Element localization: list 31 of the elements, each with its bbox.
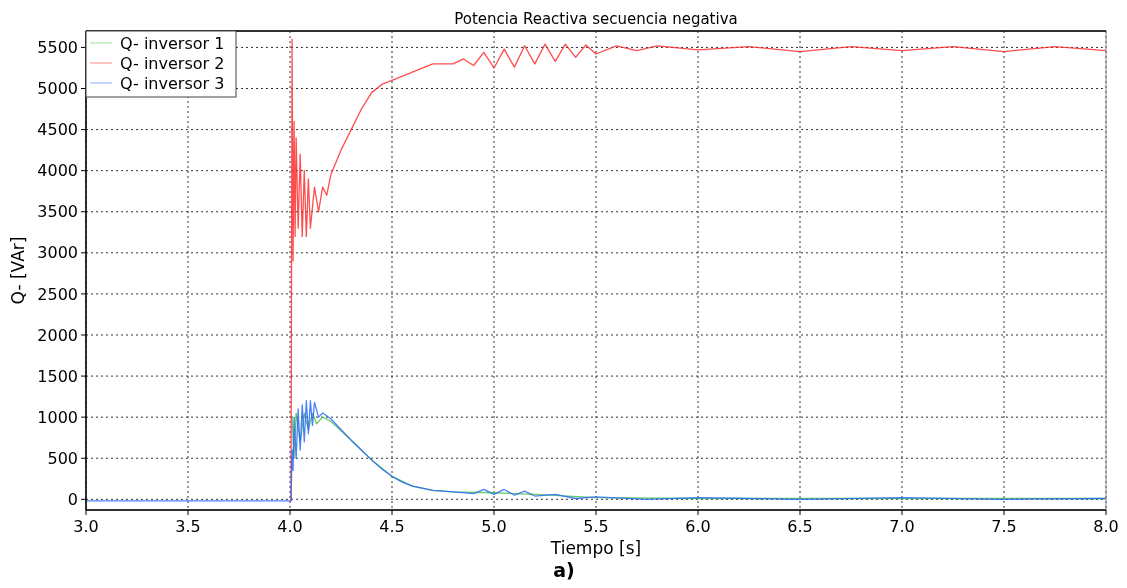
x-axis-title: Tiempo [s] — [549, 538, 642, 558]
x-tick-label: 8.0 — [1093, 517, 1119, 536]
y-tick-label: 0 — [67, 489, 78, 509]
x-tick-label: 5.0 — [481, 517, 507, 536]
x-tick-label: 4.0 — [277, 517, 303, 536]
x-tick-label: 3.0 — [73, 517, 99, 536]
y-tick-label: 500 — [47, 448, 78, 468]
x-tick-label: 6.0 — [685, 517, 711, 536]
y-tick-label: 4000 — [37, 161, 78, 181]
line-series — [85, 400, 1107, 502]
y-tick-label: 5500 — [37, 38, 78, 58]
legend-label: Q- inversor 1 — [120, 33, 225, 53]
y-tick-label: 5000 — [37, 79, 78, 99]
x-tick-label: 7.0 — [889, 517, 915, 536]
y-tick-label: 2500 — [37, 284, 78, 304]
y-tick-label: 1000 — [37, 407, 78, 427]
x-tick-label: 7.5 — [991, 517, 1017, 536]
y-tick-label: 3500 — [37, 202, 78, 222]
y-tick-label: 3000 — [37, 243, 78, 263]
x-tick-label: 5.5 — [583, 517, 609, 536]
legend-label: Q- inversor 3 — [120, 73, 225, 93]
y-tick-label: 1500 — [37, 366, 78, 386]
x-tick-label: 4.5 — [379, 517, 405, 536]
x-tick-label: 6.5 — [787, 517, 813, 536]
chart-title: Potencia Reactiva secuencia negativa — [454, 10, 738, 28]
y-tick-label: 4500 — [37, 120, 78, 140]
legend-label: Q- inversor 2 — [120, 53, 225, 73]
x-tick-label: 3.5 — [175, 517, 201, 536]
text: a) — [553, 559, 575, 581]
y-tick-label: 2000 — [37, 325, 78, 345]
y-axis-title: Q- [VAr] — [8, 236, 28, 305]
